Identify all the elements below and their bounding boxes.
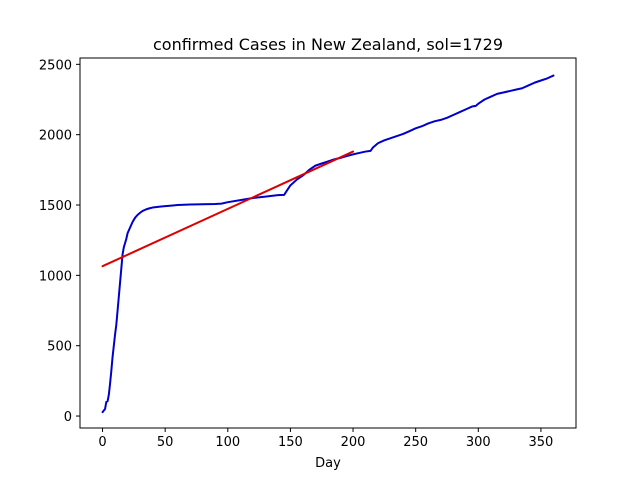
y-tick-label: 2000 (39, 129, 72, 144)
series-line-fit (101, 150, 355, 268)
x-tick-label: 250 (403, 435, 428, 450)
x-tick-label: 150 (278, 435, 303, 450)
axis-ticks: 0 50 100 150 200 250 300 350 0 500 1000 1500 2000 250… (39, 58, 553, 450)
plot-frame (79, 57, 577, 429)
x-axis-label: Day (315, 456, 341, 471)
chart-title: confirmed Cases in New Zealand, sol=1729 (153, 35, 503, 54)
x-tick-label: 200 (341, 435, 366, 450)
x-tick-label: 350 (529, 435, 554, 450)
x-tick-label: 100 (215, 435, 240, 450)
y-tick-label: 1500 (39, 199, 72, 214)
x-tick-label: 50 (157, 435, 174, 450)
y-tick-label: 2500 (39, 58, 72, 73)
x-tick-label: 0 (98, 435, 106, 450)
data-series (101, 74, 555, 414)
y-tick-label: 0 (64, 410, 72, 425)
series-line-cases (101, 74, 555, 414)
y-tick-label: 1000 (39, 269, 72, 284)
y-tick-label: 500 (47, 340, 72, 355)
x-tick-label: 300 (466, 435, 491, 450)
